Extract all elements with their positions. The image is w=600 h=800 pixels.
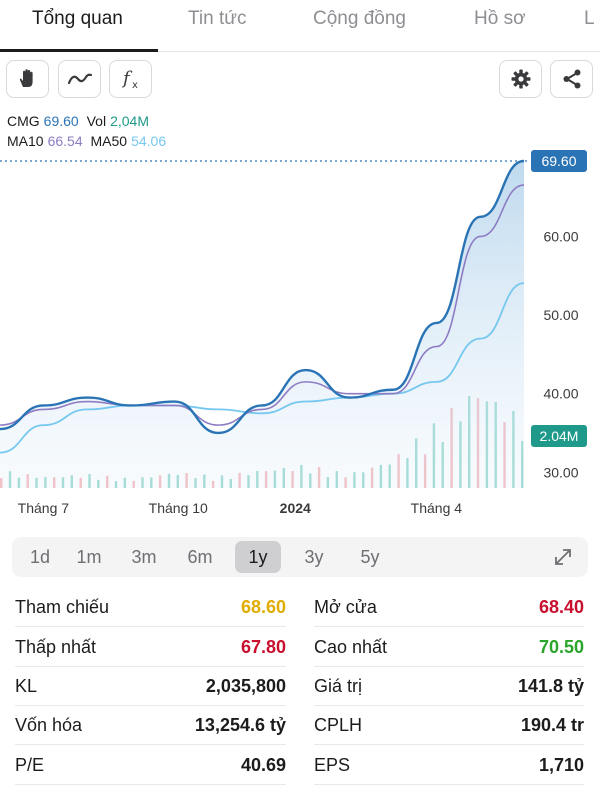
divider [314, 705, 584, 706]
stat-label: KL [15, 676, 38, 696]
period-6m[interactable]: 6m [187, 547, 213, 567]
price-area [0, 161, 524, 489]
stat-market-cap: Vốn hóa 13,254.6 tỷ [15, 706, 286, 745]
last-volume-badge-label: 2.04M [540, 428, 579, 444]
y-tick-label: 30.00 [543, 464, 578, 480]
stat-value: 40.69 [240, 755, 286, 775]
hand-icon [19, 69, 33, 87]
stat-eps: EPS 1,710 [314, 746, 584, 785]
expand-icon[interactable] [552, 546, 574, 568]
stat-label: P/E [15, 755, 45, 775]
price-legend: CMG 69.60 Vol 2,04M [7, 113, 153, 129]
hand-tool-button[interactable] [6, 60, 49, 98]
stat-label: Vốn hóa [15, 715, 83, 735]
period-3m[interactable]: 3m [131, 547, 157, 567]
settings-button[interactable] [499, 60, 542, 98]
x-tick-label: 2024 [280, 500, 311, 516]
stat-value: 13,254.6 tỷ [194, 715, 286, 735]
stat-value-traded: Giá trị 141.8 tỷ [314, 667, 584, 706]
stat-label: Cao nhất [314, 637, 388, 657]
stat-label: Mở cửa [314, 597, 377, 617]
indicator-button[interactable]: f x [109, 60, 152, 98]
y-tick-label: 50.00 [543, 307, 578, 323]
divider [15, 744, 286, 745]
y-tick-label: 40.00 [543, 386, 578, 402]
stat-value: 190.4 tr [520, 715, 584, 735]
function-icon: f x [121, 68, 138, 91]
stat-label: Thấp nhất [15, 637, 97, 657]
svg-text:x: x [132, 80, 138, 91]
tab-community[interactable]: Cộng đồng [313, 8, 406, 29]
tab-profile[interactable]: Hồ sơ [474, 8, 526, 29]
tab-more[interactable]: L [584, 8, 595, 29]
tab-overview[interactable]: Tổng quan [32, 8, 123, 29]
x-tick-label: Tháng 10 [149, 500, 208, 516]
divider [314, 626, 584, 627]
volume-label: Vol [86, 113, 107, 129]
ma-legend: MA10 66.54 MA50 54.06 [7, 133, 170, 149]
last-volume-badge [531, 425, 587, 447]
ma10-value: 66.54 [47, 133, 83, 149]
stat-high: Cao nhất 70.50 [314, 628, 584, 667]
line-tool-button[interactable] [58, 60, 101, 98]
share-button[interactable] [550, 60, 593, 98]
stat-value: 68.40 [538, 597, 584, 617]
stat-open: Mở cửa 68.40 [314, 588, 584, 627]
stat-pe: P/E 40.69 [15, 746, 286, 785]
stat-low: Thấp nhất 67.80 [15, 628, 286, 667]
stat-value: 67.80 [240, 637, 286, 657]
tab-bar: Tổng quan Tin tức Cộng đồng Hồ sơ L [0, 0, 600, 52]
legend-volume: 2,04M [110, 113, 149, 129]
stat-value: 2,035,800 [205, 676, 286, 696]
divider [15, 705, 286, 706]
ma50-value: 54.06 [131, 133, 167, 149]
chart-toolbar: f x [0, 60, 600, 102]
period-1y[interactable]: 1y [235, 541, 281, 573]
stat-label: Tham chiếu [15, 597, 110, 617]
stat-value: 1,710 [538, 755, 584, 775]
divider [15, 784, 286, 785]
line-chart-icon [67, 73, 92, 85]
period-5y[interactable]: 5y [360, 547, 380, 567]
last-price-badge [531, 150, 587, 173]
price-line [0, 159, 525, 435]
tab-news[interactable]: Tin tức [188, 8, 247, 29]
divider [15, 626, 286, 627]
last-price-badge-label: 69.60 [541, 153, 576, 169]
ma50-label: MA50 [90, 133, 128, 149]
gear-icon [511, 69, 530, 89]
y-tick-label: 60.00 [543, 228, 578, 244]
stat-value: 68.60 [240, 597, 286, 617]
period-3y[interactable]: 3y [304, 547, 324, 567]
divider [15, 666, 286, 667]
period-1m[interactable]: 1m [76, 547, 102, 567]
period-selector: 1d 1m 3m 6m 1y 3y 5y [12, 537, 588, 577]
ma50-line [0, 282, 525, 454]
active-tab-indicator [0, 49, 158, 52]
stat-volume: KL 2,035,800 [15, 667, 286, 706]
ma10-label: MA10 [7, 133, 44, 149]
divider [314, 666, 584, 667]
stat-shares-outstanding: CPLH 190.4 tr [314, 706, 584, 745]
period-1d[interactable]: 1d [29, 547, 51, 567]
price-chart[interactable]: 60.00 50.00 40.00 30.00 Tháng 7 Tháng 10 2024… [0, 150, 600, 522]
stat-label: EPS [314, 755, 351, 775]
share-icon [563, 69, 580, 89]
x-tick-label: Tháng 4 [411, 500, 463, 516]
x-tick-label: Tháng 7 [18, 500, 70, 516]
legend-price: 69.60 [43, 113, 79, 129]
stat-reference: Tham chiếu 68.60 [15, 588, 286, 627]
ticker-symbol: CMG [7, 113, 40, 129]
ma10-line [0, 184, 525, 426]
divider [314, 744, 584, 745]
stat-value: 141.8 tỷ [517, 676, 584, 696]
stat-label: Giá trị [314, 676, 363, 696]
stat-value: 70.50 [538, 637, 584, 657]
stat-label: CPLH [314, 715, 363, 735]
divider [314, 784, 584, 785]
